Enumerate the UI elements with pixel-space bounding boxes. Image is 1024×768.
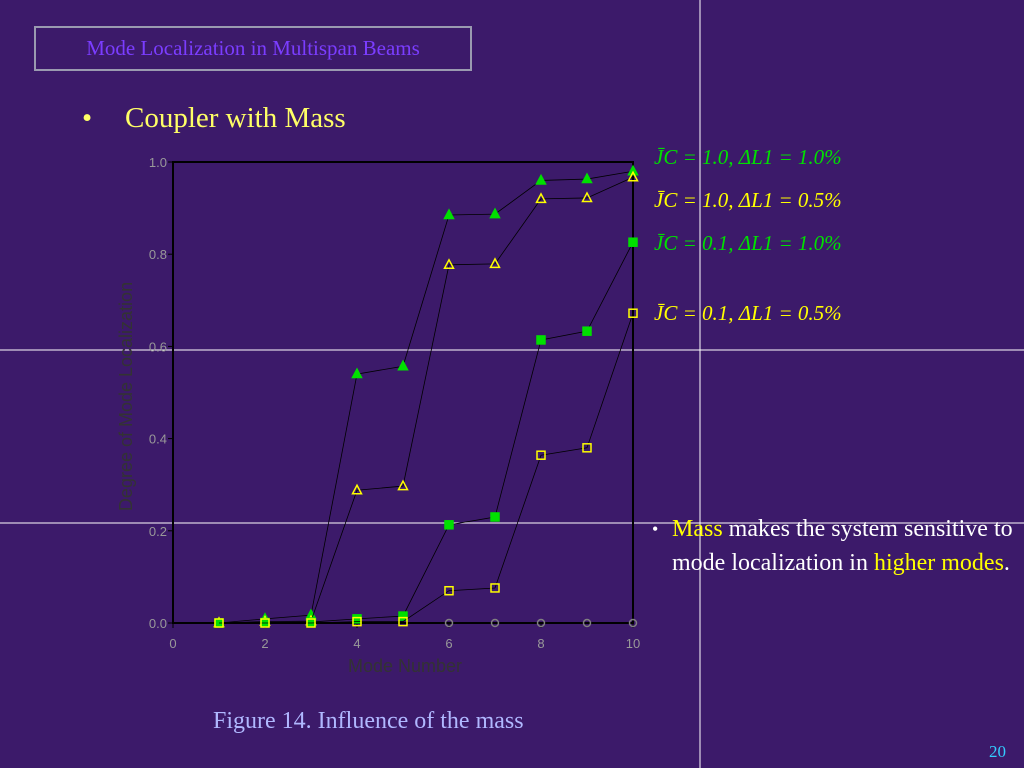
marker — [260, 618, 270, 628]
marker — [489, 207, 501, 219]
marker — [444, 520, 454, 530]
y-tick-label: 0.4 — [149, 432, 167, 447]
marker — [628, 308, 638, 318]
y-tick-label: 0.8 — [149, 247, 167, 262]
x-axis-label: Mode Number — [348, 656, 462, 676]
marker — [627, 170, 639, 182]
marker — [628, 237, 638, 247]
x-tick-label: 4 — [353, 636, 360, 651]
marker — [398, 616, 408, 627]
marker — [582, 326, 592, 336]
marker — [397, 359, 409, 371]
marker — [581, 191, 593, 203]
marker — [444, 585, 454, 596]
note-part: . — [1003, 550, 1010, 576]
marker — [627, 164, 639, 176]
note: Mass makes the system sensitive to mode … — [652, 512, 1017, 580]
x-tick-label: 8 — [537, 636, 544, 651]
y-tick-label: 0.2 — [149, 524, 167, 539]
legend-label: J̄C = 0.1, ΔL1 = 0.5% — [654, 301, 842, 325]
marker — [397, 479, 409, 491]
series-line — [218, 242, 634, 624]
y-tick-label: 0.6 — [149, 339, 167, 354]
note-part: Mass — [672, 516, 723, 542]
marker — [351, 483, 363, 495]
marker — [352, 616, 362, 627]
marker — [490, 512, 500, 522]
series-line — [218, 170, 634, 624]
marker — [443, 208, 455, 220]
y-tick-label: 1.0 — [149, 155, 167, 170]
x-tick-label: 0 — [169, 636, 176, 651]
marker — [536, 335, 546, 345]
marker — [582, 618, 592, 628]
series-line — [219, 313, 634, 624]
note-part: higher modes — [873, 550, 1004, 576]
marker — [628, 618, 638, 628]
marker — [536, 618, 546, 628]
legend-label: J̄C = 1.0, ΔL1 = 1.0% — [654, 145, 842, 169]
x-tick-label: 2 — [261, 636, 268, 651]
note-part: makes the system sensitive to mode local… — [672, 516, 1013, 576]
marker — [582, 443, 592, 453]
caption: Figure 14. Influence of the mass — [213, 708, 524, 734]
bullet: Coupler with Mass — [82, 102, 346, 135]
marker — [490, 583, 500, 593]
marker — [306, 618, 316, 628]
marker — [535, 192, 547, 204]
x-tick-label: 10 — [626, 636, 640, 651]
y-axis-label: Degree of Mode Localization — [116, 282, 136, 511]
marker — [444, 618, 454, 628]
marker — [443, 258, 455, 270]
series-line — [218, 176, 634, 624]
marker — [398, 611, 408, 621]
marker — [490, 618, 500, 628]
marker — [581, 172, 593, 184]
y-tick-label: 0.0 — [149, 616, 167, 631]
plot-frame — [172, 161, 634, 624]
legend-label: J̄C = 0.1, ΔL1 = 1.0% — [654, 231, 842, 255]
marker — [489, 257, 501, 269]
marker — [214, 618, 224, 628]
x-tick-label: 6 — [445, 636, 452, 651]
marker — [535, 173, 547, 185]
bullet-text: Coupler with Mass — [125, 102, 346, 134]
marker — [536, 450, 546, 460]
legend-label: J̄C = 1.0, ΔL1 = 0.5% — [654, 188, 842, 212]
page-number: 20 — [989, 742, 1006, 761]
slide-title: Mode Localization in Multispan Beams — [34, 26, 472, 71]
marker — [351, 367, 363, 379]
